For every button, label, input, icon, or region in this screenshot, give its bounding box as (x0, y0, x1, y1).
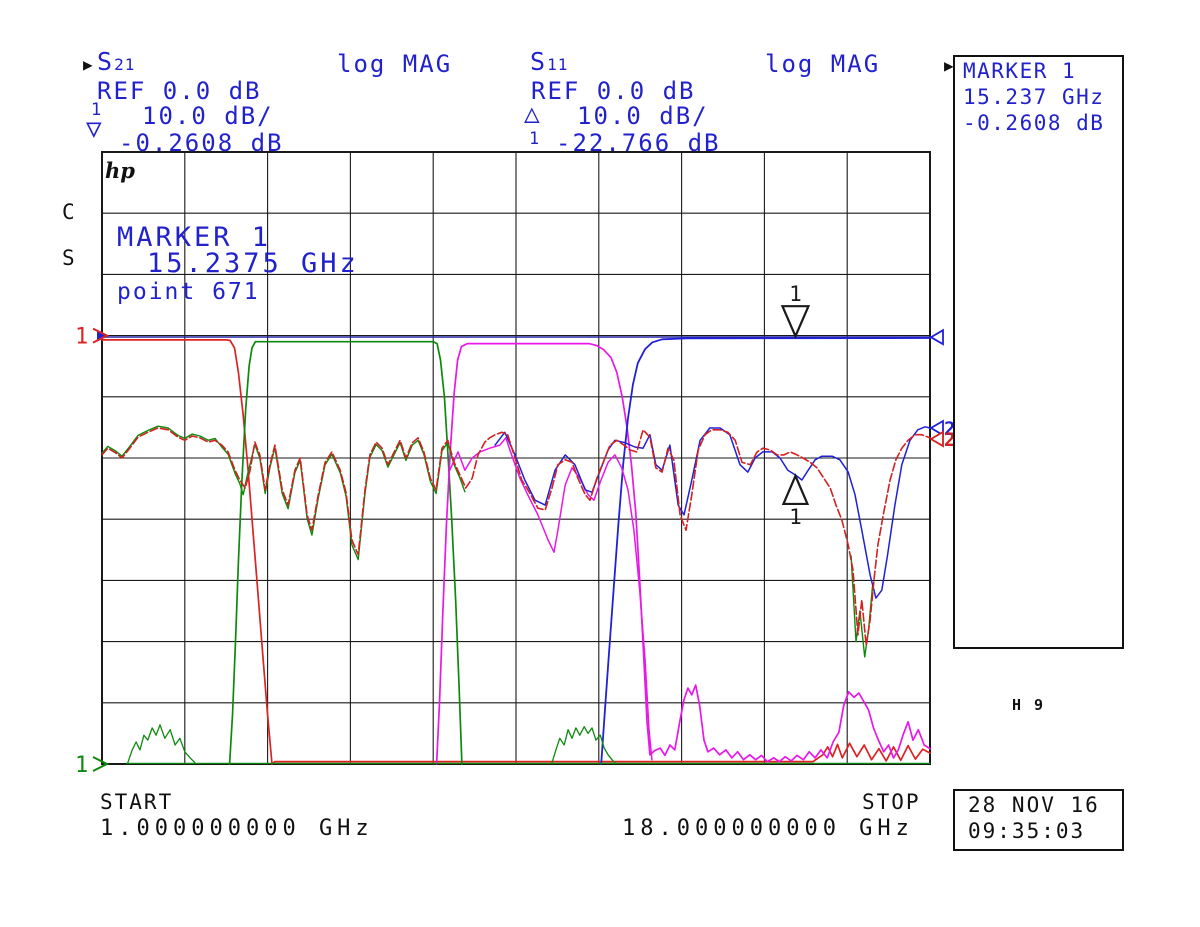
ref-arrow-left (92, 327, 110, 344)
ch2-marker-value: -22.766 dB (556, 129, 721, 157)
marker-triangle (780, 305, 811, 339)
ref-arrow-right (929, 430, 944, 448)
ref-arrow-left (92, 756, 110, 772)
marker-box-select-arrow-icon: ▶ (944, 56, 954, 75)
ch2-parameter: S11 (530, 47, 569, 77)
ch2-ref-level: REF 0.0 dB (531, 77, 696, 105)
ch1-ref-level: REF 0.0 dB (97, 77, 262, 105)
ch1-param-letter: S (97, 47, 115, 76)
trace-s11-magenta (449, 437, 653, 761)
ch1-marker-value: -0.2608 dB (119, 129, 284, 157)
marker-point-number: point 671 (117, 279, 260, 305)
marker-triangle (781, 473, 810, 506)
hp-logo: hp (105, 158, 135, 183)
marker-box-frequency: 15.237 GHz (963, 85, 1105, 109)
trace-noise-blob-green-2 (551, 726, 616, 764)
trace-s21-highmid-magenta (435, 342, 931, 765)
stop-label: STOP (862, 790, 921, 814)
ch2-marker-triangle-icon: △ (524, 99, 540, 129)
hardcopy-note: H 9 (1012, 696, 1046, 714)
trace-s11-red (101, 427, 931, 647)
marker-box-title: MARKER 1 (963, 59, 1077, 83)
ref-label: 2 (944, 418, 955, 440)
marker-title: MARKER 1 (117, 222, 272, 253)
trace-s21-highband-blue (600, 337, 931, 765)
ch1-param-subscript: 21 (114, 55, 136, 74)
ch2-marker-number: 1 (529, 129, 540, 149)
marker-label: 1 (789, 282, 802, 306)
ch2-param-subscript: 11 (547, 55, 569, 74)
marker-box-value: -0.2608 dB (963, 111, 1105, 135)
marker-frequency: 15.2375 GHz (147, 248, 359, 279)
start-label: START (100, 790, 174, 814)
start-value: 1.000000000 GHz (100, 816, 374, 841)
ch1-marker-triangle-icon: ▽ (86, 114, 102, 144)
ch1-marker-number: 1 (91, 100, 102, 120)
ref-label: 1 (75, 753, 88, 778)
ref-arrow-right (929, 419, 944, 437)
date-text: 28 NOV 16 (968, 793, 1100, 817)
stop-value: 18.000000000 GHz (622, 816, 914, 841)
ref-label: 1 (75, 325, 88, 350)
status-smoothing: S (62, 246, 75, 270)
status-correction: C (62, 200, 75, 224)
time-text: 09:35:03 (968, 819, 1086, 843)
datetime-box: 28 NOV 16 09:35:03 (953, 789, 1124, 851)
ch1-parameter: S21 (97, 47, 136, 77)
trace-noise-blob-green-1 (127, 724, 196, 764)
ch2-format: log MAG (765, 50, 881, 78)
ch1-format: log MAG (337, 50, 453, 78)
ref-label: 2 (944, 429, 955, 451)
trace-s21-lowband-red (101, 339, 931, 765)
trace-s21-midband-green (228, 340, 463, 765)
ch2-param-letter: S (530, 47, 548, 76)
ref-arrow-right (929, 328, 944, 346)
marker-readout-box: MARKER 1 15.237 GHz -0.2608 dB (953, 55, 1124, 649)
ch1-scale: 10.0 dB/ (142, 102, 274, 130)
ch1-select-arrow-icon: ▶ (83, 55, 93, 74)
marker-label: 1 (789, 505, 802, 529)
ch2-scale: 10.0 dB/ (577, 102, 709, 130)
